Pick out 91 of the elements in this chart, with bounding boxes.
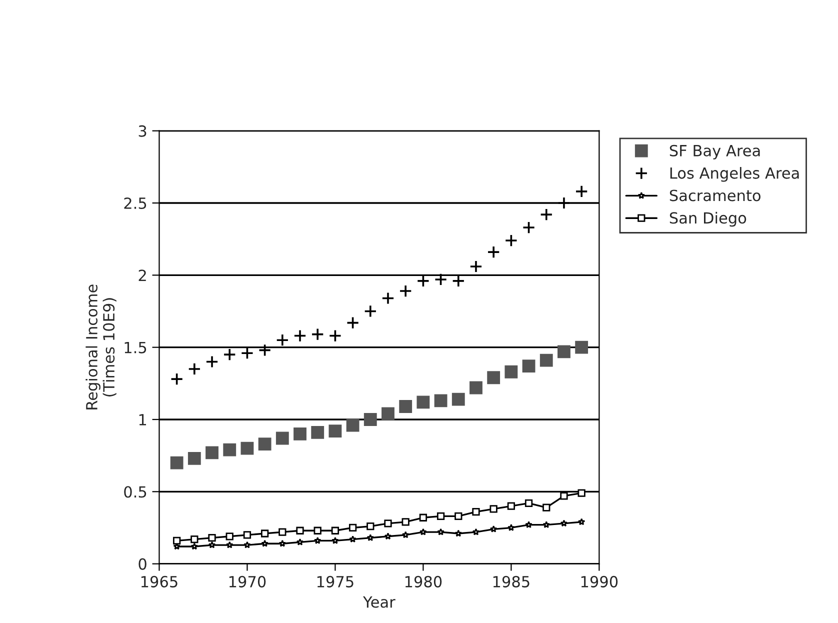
point: [470, 260, 482, 273]
y-tick-label: 1: [139, 414, 146, 426]
point: [364, 304, 377, 318]
point: [472, 508, 480, 516]
point: [522, 360, 536, 373]
point: [399, 284, 412, 298]
point: [558, 196, 570, 210]
legend-label: Los Angeles Area: [670, 167, 799, 182]
x-tick-label: 1970: [229, 576, 266, 588]
y-tick-label: 1.5: [124, 342, 146, 354]
point: [522, 221, 536, 234]
point: [540, 354, 553, 367]
point: [454, 512, 462, 520]
point: [311, 426, 324, 439]
point: [382, 292, 394, 305]
point: [504, 234, 518, 247]
x-tick-label: 1965: [141, 576, 178, 588]
point: [384, 520, 392, 528]
point: [382, 407, 394, 420]
point: [240, 442, 254, 455]
point: [346, 418, 360, 432]
point: [575, 184, 588, 198]
point: [434, 273, 448, 286]
point: [524, 499, 533, 508]
point: [226, 532, 234, 540]
y-tick-label: 3: [138, 125, 146, 137]
x-tick-label: 1985: [493, 576, 530, 588]
point: [434, 394, 448, 408]
point: [452, 274, 465, 288]
point: [331, 526, 340, 534]
point: [328, 424, 342, 438]
point: [402, 518, 410, 526]
point: [240, 346, 254, 360]
point: [223, 348, 236, 361]
point: [436, 512, 445, 520]
point: [542, 504, 550, 512]
point: [188, 452, 201, 465]
point: [278, 528, 286, 536]
point: [399, 400, 412, 413]
x-axis-title: Year: [362, 596, 396, 608]
legend-label: SF Bay Area: [670, 144, 760, 160]
point: [364, 413, 377, 426]
point: [314, 526, 322, 534]
point: [366, 522, 374, 530]
point: [296, 526, 304, 534]
point: [223, 443, 236, 456]
point: [258, 438, 272, 450]
point: [294, 427, 306, 440]
point: [173, 536, 181, 545]
point: [170, 456, 184, 470]
legend-label: Sacramento: [670, 190, 760, 202]
point: [470, 381, 482, 394]
point: [206, 446, 218, 460]
point: [188, 362, 201, 376]
x-tick-label: 1980: [405, 576, 442, 588]
point: [504, 365, 518, 378]
point: [507, 502, 515, 510]
y-tick-label: 2: [138, 270, 146, 281]
point: [419, 514, 428, 522]
point: [276, 334, 289, 347]
point: [260, 530, 269, 538]
legend-label: San Diego: [670, 212, 746, 227]
point: [328, 329, 342, 342]
point: [294, 329, 306, 342]
y-tick-label: 0: [138, 558, 146, 570]
point: [258, 344, 272, 357]
point: [416, 396, 430, 409]
point: [190, 535, 198, 544]
point: [490, 505, 498, 513]
point: [558, 345, 570, 358]
y-tick-label: 2.5: [124, 197, 146, 210]
y-axis-title: Regional Income (Times 10E9): [86, 284, 116, 410]
point: [578, 489, 586, 497]
point: [348, 524, 357, 532]
point: [208, 534, 216, 542]
x-tick-label: 1975: [317, 576, 354, 588]
point: [416, 274, 430, 288]
point: [206, 355, 218, 368]
point: [487, 371, 500, 384]
point: [575, 340, 588, 354]
point: [560, 492, 568, 500]
x-tick-label: 1990: [581, 576, 618, 588]
point: [452, 392, 465, 406]
point: [170, 372, 184, 386]
point: [540, 208, 553, 221]
point: [487, 246, 500, 259]
point: [276, 432, 289, 445]
point: [311, 328, 324, 341]
point: [243, 531, 252, 539]
y-tick-label: 0.5: [124, 486, 146, 498]
point: [346, 316, 360, 330]
